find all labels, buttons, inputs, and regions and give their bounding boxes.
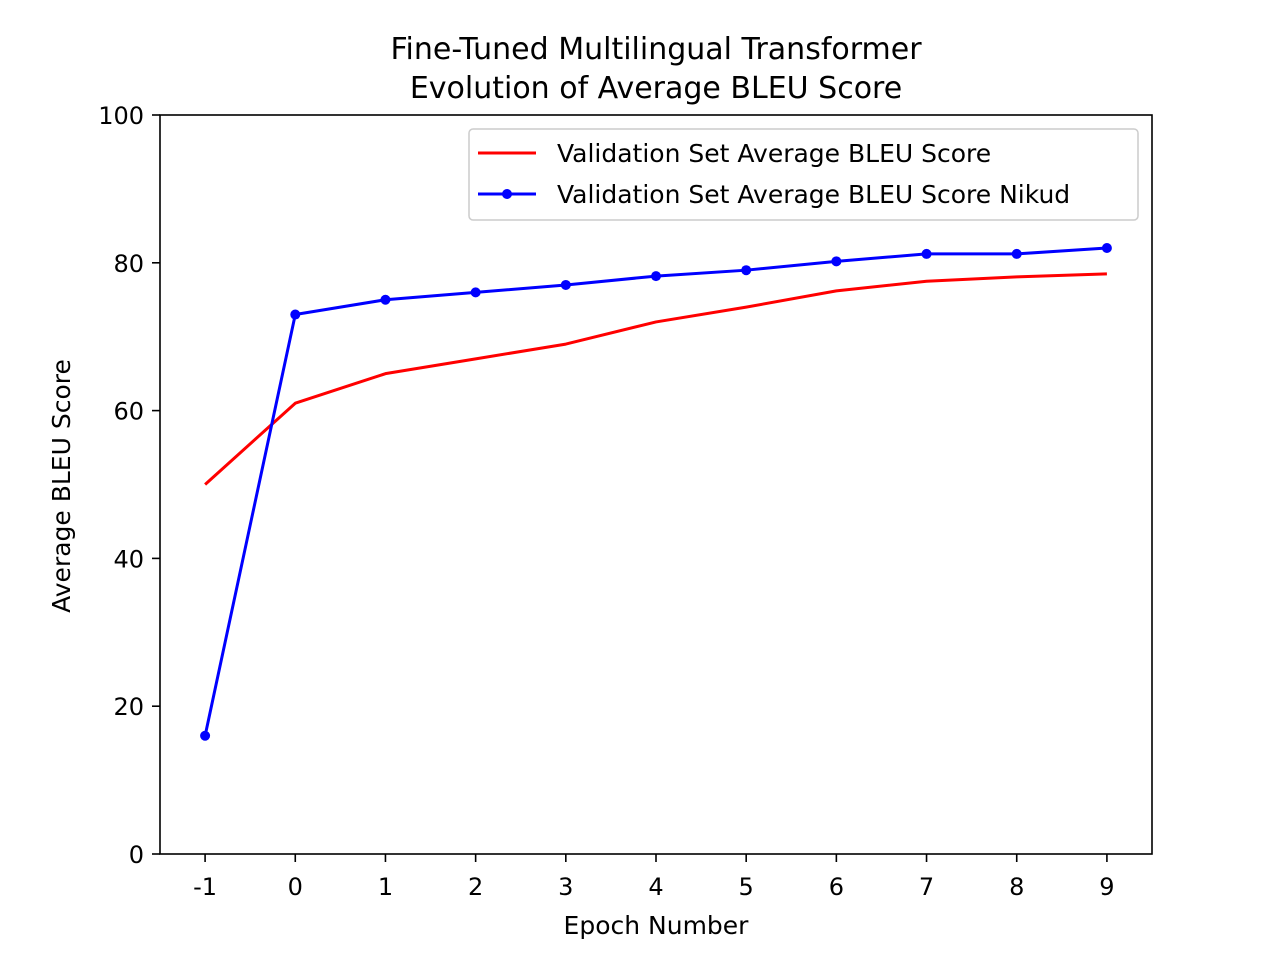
x-tick-label: 4 — [648, 873, 663, 901]
series-point-1 — [380, 294, 391, 305]
y-tick-label: 80 — [113, 250, 144, 278]
series-point-1 — [1101, 243, 1112, 254]
y-axis: 0 20 40 60 80 100 — [98, 102, 160, 869]
y-tick-label: 100 — [98, 102, 144, 130]
series-point-1 — [470, 287, 481, 298]
legend-marker-nikud — [502, 189, 512, 199]
chart-title-line-2: Evolution of Average BLEU Score — [410, 71, 902, 106]
series-point-1 — [651, 271, 661, 282]
x-axis: -1 0 1 2 3 4 5 6 7 8 9 — [193, 854, 1115, 901]
x-tick-label: 3 — [558, 873, 573, 901]
x-tick-label: 5 — [739, 873, 754, 901]
x-axis-label: Epoch Number — [564, 911, 750, 940]
y-tick-label: 20 — [113, 693, 144, 721]
series-point-1 — [741, 265, 752, 276]
x-tick-label: -1 — [193, 873, 217, 901]
x-tick-label: 2 — [468, 873, 483, 901]
y-tick-label: 40 — [113, 545, 144, 573]
x-tick-label: 1 — [378, 873, 393, 901]
x-tick-label: 0 — [288, 873, 303, 901]
y-tick-label: 60 — [113, 398, 144, 426]
legend: Validation Set Average BLEU Score Valida… — [468, 128, 1139, 221]
plot-area — [159, 114, 1153, 855]
x-tick-label: 7 — [919, 873, 934, 901]
x-tick-label: 9 — [1099, 873, 1114, 901]
legend-box — [468, 128, 1139, 221]
legend-label-nikud: Validation Set Average BLEU Score Nikud — [557, 180, 1070, 209]
series-point-1 — [290, 309, 301, 320]
series-point-1 — [921, 248, 932, 259]
legend-label-validation: Validation Set Average BLEU Score — [557, 139, 991, 168]
x-tick-label: 6 — [829, 873, 844, 901]
y-tick-label: 0 — [129, 841, 144, 869]
series-point-1 — [1011, 248, 1022, 259]
series-point-1 — [831, 256, 842, 267]
series-layer — [200, 243, 1112, 741]
series-point-1 — [560, 279, 571, 290]
series-line-0 — [204, 272, 1107, 486]
y-axis-label: Average BLEU Score — [47, 359, 76, 613]
series-point-1 — [200, 730, 211, 741]
chart-title-line-1: Fine-Tuned Multilingual Transformer — [390, 32, 922, 67]
x-tick-label: 8 — [1009, 873, 1024, 901]
